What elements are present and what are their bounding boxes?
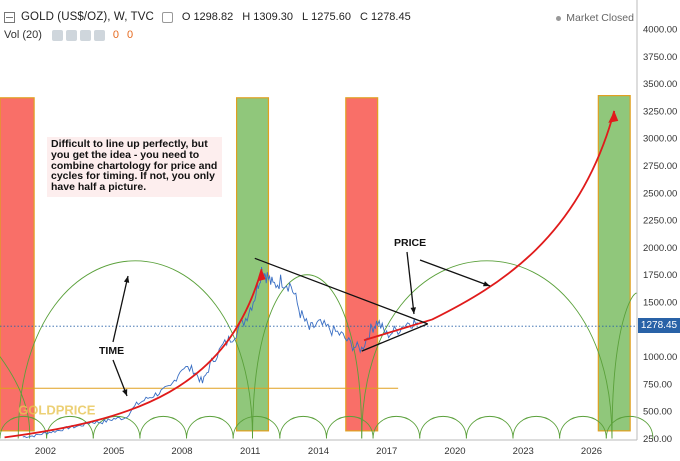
small-cycle-arc-5 [232, 416, 281, 439]
ohlc-values: O 1298.82 H 1309.30 L 1275.60 C 1278.45 [176, 11, 411, 23]
volume-row: Vol (20) 0 0 [4, 29, 133, 41]
x-tick-label-6: 2020 [444, 446, 465, 457]
cycle-zone-red-2 [345, 97, 379, 432]
y-tick-label-0: 250.00 [643, 434, 672, 445]
close-label: C [360, 11, 368, 23]
more-icon[interactable] [93, 29, 105, 41]
small-cycle-arc-11 [512, 416, 561, 439]
small-cycle-arc-9 [419, 416, 467, 439]
x-tick-label-1: 2005 [103, 446, 124, 457]
x-tick-label-2: 2008 [171, 446, 192, 457]
low-label: L [302, 11, 309, 23]
x-tick-label-8: 2026 [581, 446, 602, 457]
y-tick-label-2: 750.00 [643, 379, 672, 390]
y-tick-label-14: 3750.00 [643, 52, 677, 63]
cycle-zone-red-0 [0, 97, 35, 432]
up-trendline [361, 323, 428, 352]
y-tick-label-6: 1750.00 [643, 270, 677, 281]
x-tick-label-7: 2023 [513, 446, 534, 457]
x-tick-label-4: 2014 [308, 446, 329, 457]
time-arrow-up-head [123, 276, 130, 283]
y-tick-label-5: 1500.00 [643, 298, 677, 309]
eye-icon[interactable] [161, 11, 173, 23]
cycle-zone-green-1 [236, 97, 270, 432]
small-cycle-arc-4 [186, 416, 234, 439]
small-cycle-arc-8 [372, 416, 421, 439]
visibility-icon[interactable] [51, 29, 63, 41]
time-arrow-down-head [122, 389, 128, 396]
time-label[interactable]: TIME [99, 345, 125, 357]
y-tick-label-9: 2500.00 [643, 188, 677, 199]
edge-cycle-arc-right [611, 292, 638, 439]
x-tick-label-0: 2002 [35, 446, 56, 457]
large-cycle-arc-2 [361, 260, 613, 439]
high-value: 1309.30 [253, 11, 293, 23]
price-arrow-down [406, 251, 415, 315]
small-cycle-arc-3 [139, 416, 187, 439]
market-status-text: Market Closed [566, 12, 634, 24]
high-label: H [242, 11, 251, 23]
low-value: 1275.60 [311, 11, 351, 23]
x-tick-label-5: 2017 [376, 446, 397, 457]
small-cycle-arc-2 [92, 416, 141, 439]
y-tick-label-7: 2000.00 [643, 243, 677, 254]
price-arrow-right [419, 259, 491, 287]
price-label[interactable]: PRICE [394, 237, 427, 249]
forecast-peak-arrow-head [257, 269, 266, 282]
market-status: Market Closed [556, 12, 634, 24]
x-tick-label-3: 2011 [240, 446, 260, 457]
status-dot-icon [556, 15, 562, 21]
symbol-title[interactable]: GOLD (US$/OZ), W, TVC [21, 11, 154, 23]
time-arrow-up [112, 275, 129, 343]
watermark-logo: GOLDPRICE [18, 402, 96, 417]
close-icon[interactable] [79, 29, 91, 41]
small-cycle-arc-10 [465, 416, 514, 439]
chart-header: GOLD (US$/OZ), W, TVC O 1298.82 H 1309.30 … [0, 0, 680, 41]
open-label: O [181, 11, 191, 23]
y-tick-label-3: 1000.00 [643, 352, 677, 363]
forecast-arrow-head [608, 110, 619, 123]
settings-icon[interactable] [65, 29, 77, 41]
large-cycle-arc-0 [17, 260, 253, 439]
forecast-curve-future [363, 110, 616, 342]
small-cycle-arc-0 [0, 416, 48, 439]
small-cycle-arc-13 [605, 416, 654, 439]
y-tick-label-8: 2250.00 [643, 216, 677, 227]
open-value: 1298.82 [193, 11, 234, 23]
y-tick-label-13: 3500.00 [643, 79, 677, 90]
volume-value-1: 0 [112, 29, 120, 41]
down-trendline [254, 257, 428, 325]
y-tick-label-15: 4000.00 [643, 25, 677, 36]
small-cycle-arc-6 [279, 416, 327, 439]
volume-value-2: 0 [127, 29, 134, 41]
edge-cycle-arc-left [0, 356, 31, 439]
large-cycle-arc-1 [252, 274, 363, 439]
small-cycle-arc-12 [559, 416, 607, 439]
analysis-note[interactable]: Difficult to line up perfectly, but you … [47, 137, 222, 197]
forecast-curve-up [4, 268, 263, 439]
y-tick-label-11: 3000.00 [643, 134, 677, 145]
y-tick-label-12: 3250.00 [643, 106, 677, 117]
volume-label[interactable]: Vol (20) [4, 29, 42, 41]
legend-row: GOLD (US$/OZ), W, TVC O 1298.82 H 1309.30 … [4, 11, 411, 23]
y-tick-label-10: 2750.00 [643, 161, 677, 172]
current-price-tag: 1278.45 [638, 318, 680, 333]
collapse-legend-icon[interactable] [4, 11, 15, 23]
price-arrow-down-head [410, 307, 416, 314]
small-cycle-arc-7 [326, 416, 374, 439]
price-arrow-right-head [483, 281, 490, 287]
close-value: 1278.45 [370, 11, 411, 23]
y-tick-label-1: 500.00 [643, 407, 672, 418]
